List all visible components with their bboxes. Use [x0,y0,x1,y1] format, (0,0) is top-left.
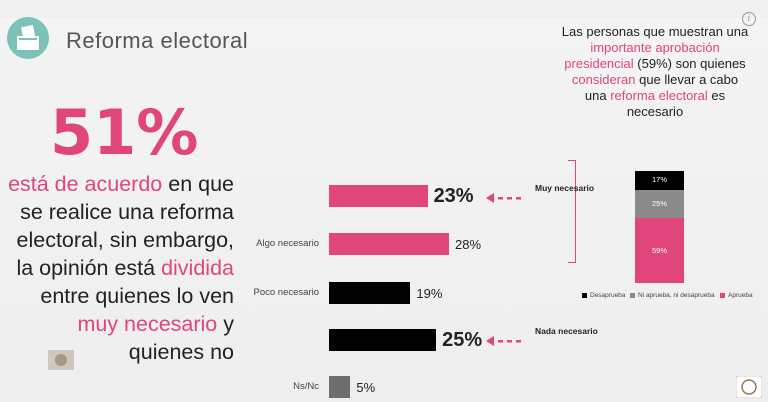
bar [329,185,428,207]
stack-segment: 25% [635,189,684,218]
legend-item: Desaprueba [582,292,625,299]
headline-text-segment: y quienes no [128,312,234,364]
stack-segment: 17% [635,171,684,190]
seal-icon [48,350,74,370]
approval-note-segment: consideran [571,72,636,87]
stacked-approval-bar: 17% 25% 59% [635,171,684,283]
bar [329,233,449,255]
annotation-muy-necesario: Muy necesario [535,183,595,193]
legend-label: Ni aprueba, ni desaprueba [638,292,715,299]
headline-text-segment: muy necesario [77,312,218,336]
approval-note-segment: es necesario [626,88,726,119]
approval-note-segment: Las personas que muestran una [561,24,749,39]
bar [329,282,411,304]
headline-text-segment: dividida [161,256,234,280]
legend-swatch [630,292,635,298]
stack-segment: 59% [635,217,684,283]
headline-text-segment: entre quienes lo ven [40,284,234,308]
category-label: Algo necesario [256,238,319,249]
legend-item: Aprueba [720,292,753,299]
approval-note-segment: importante aprobación presidencial [564,40,720,71]
legend-item: Ni aprueba, ni desaprueba [630,292,715,299]
bar [329,329,437,351]
approval-note: Las personas que muestran una importante… [560,24,750,120]
category-label: Poco necesario [253,287,319,298]
value-label: 19% [416,286,443,301]
headline-percent: 51% [50,96,199,169]
value-label: 5% [356,380,376,395]
arrow-left-icon [486,193,521,203]
legend-swatch [720,292,725,298]
slide-title: Reforma electoral [66,28,249,53]
headline-text: está de acuerdo en que se realice una re… [6,170,234,366]
legend-swatch [582,292,587,298]
top-bar [0,0,768,18]
approval-note-segment: reforma electoral [610,88,708,103]
bar [329,376,351,398]
approval-note-segment: (59%) son quienes [633,56,746,71]
headline-text-segment: está de acuerdo [8,172,163,196]
value-label: 23% [433,185,474,207]
approval-note-segment: que llevar a cabo una [584,72,739,103]
value-label: 28% [455,237,482,252]
headline-text-segment: en que se realice una reforma electoral,… [16,172,234,280]
annotation-nada-necesario: Nada necesario [535,326,598,336]
legend-label: Aprueba [728,292,753,299]
value-label: 25% [442,329,483,351]
government-logo-icon [736,376,762,398]
ballot-box-logo-icon [6,16,50,60]
legend-label: Desaprueba [590,292,626,299]
info-icon[interactable]: i [742,12,756,26]
arrow-left-icon [486,336,521,346]
category-label: Ns/Nc [293,381,319,392]
bracket-line [568,160,576,263]
